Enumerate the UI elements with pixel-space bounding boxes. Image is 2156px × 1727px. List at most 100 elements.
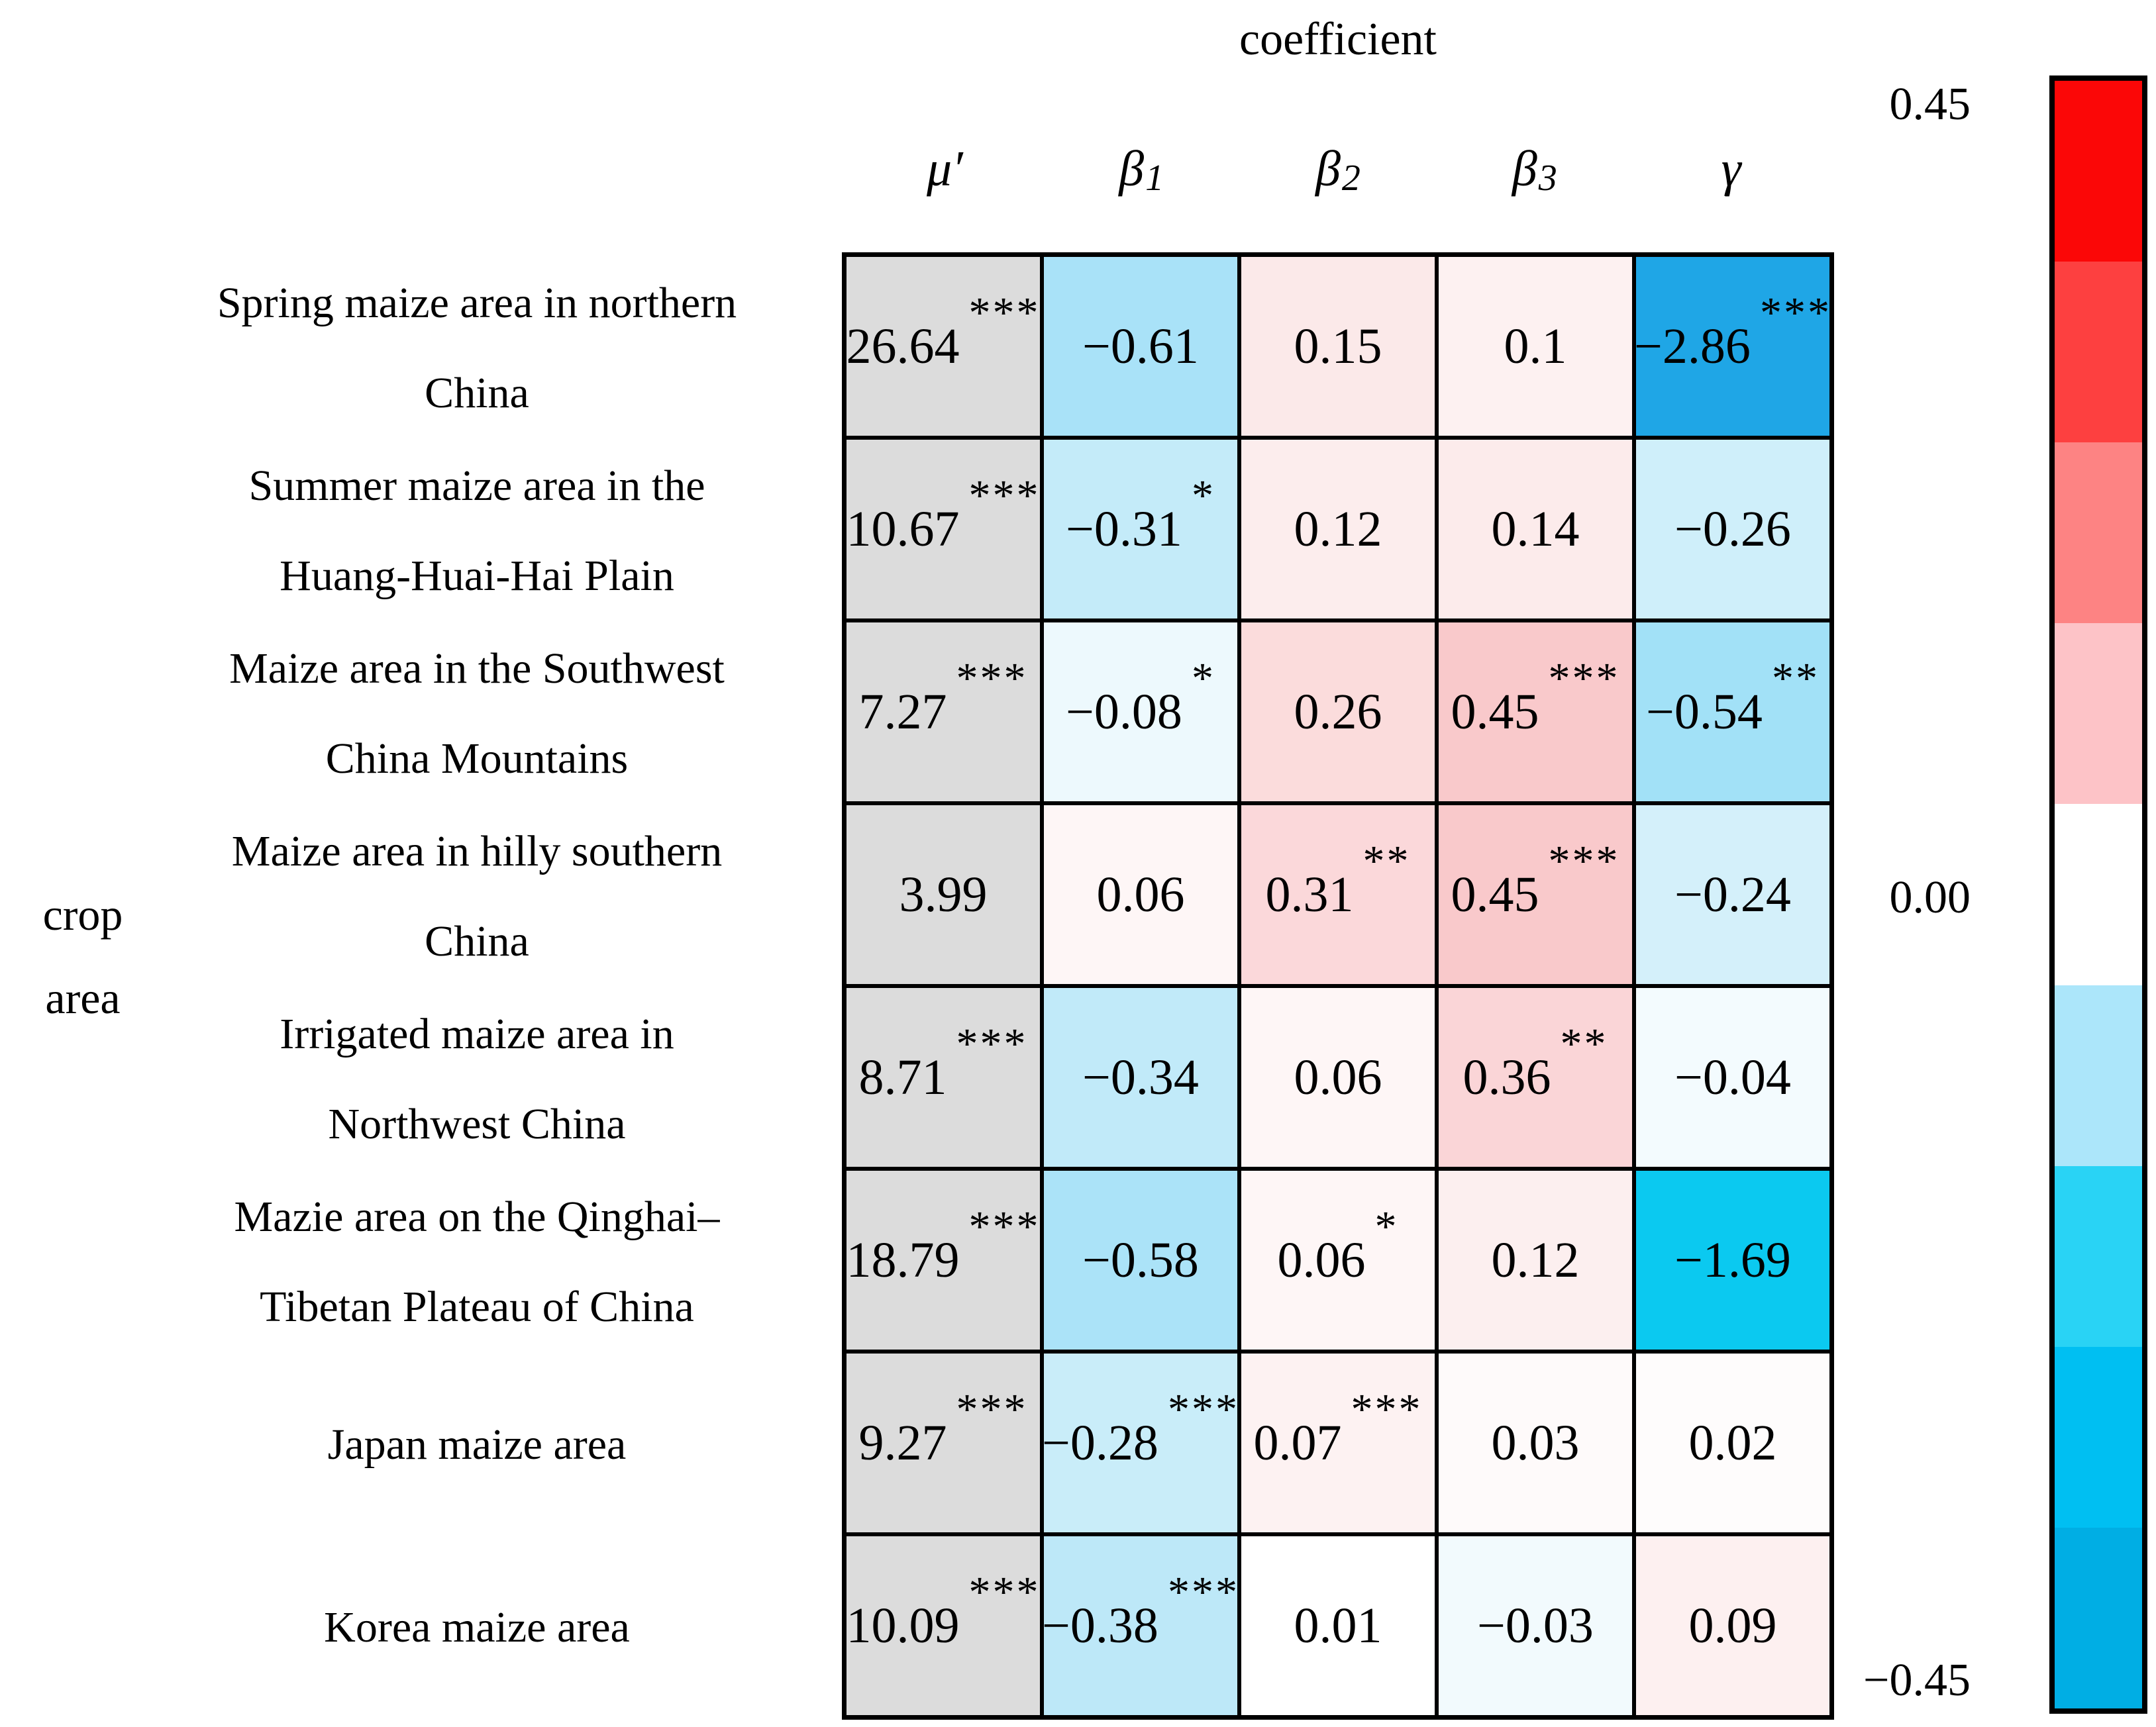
significance-stars: ***	[956, 1020, 1028, 1068]
heatmap-cell-r5-c5: −0.04	[1636, 988, 1829, 1167]
significance-stars: *	[1374, 1203, 1399, 1251]
row-label-line: Mazie area on the Qinghai–	[234, 1193, 720, 1241]
heatmap-cell-r1-c5: −2.86 ***	[1636, 257, 1829, 436]
row-label-line: Tibetan Plateau of China	[260, 1283, 694, 1331]
column-headers: μ′ β 1 β 2 β 3 γ	[842, 126, 1834, 212]
cell-value: 0.31	[1265, 866, 1354, 922]
cell-value: 0.02	[1688, 1414, 1777, 1471]
cell-value: 0.14	[1491, 501, 1580, 557]
row-label-line: China	[425, 369, 529, 417]
heatmap-cell-r8-c2: −0.38 ***	[1044, 1536, 1237, 1715]
cell-value: −2.86	[1636, 318, 1751, 374]
heatmap-cell-r1-c2: −0.61	[1044, 257, 1237, 436]
heatmap-cell-r4-c3: 0.31 **	[1241, 805, 1435, 984]
significance-stars: ***	[1351, 1385, 1423, 1434]
crop-area-axis-title-line1: crop	[42, 889, 123, 940]
row-label-line: Irrigated maize area in	[280, 1010, 674, 1058]
cell-value: −0.61	[1082, 318, 1199, 374]
significance-stars: ***	[1167, 1385, 1237, 1434]
heatmap-cell-r3-c2: −0.08 *	[1044, 622, 1237, 801]
cell-value: 0.12	[1491, 1232, 1580, 1288]
crop-area-axis-title-line2: area	[45, 973, 121, 1023]
cell-value: 10.67	[847, 501, 960, 557]
heatmap-cell-r1-c4: 0.1	[1439, 257, 1632, 436]
column-header-5: γ	[1633, 126, 1829, 212]
row-label-line: Maize area in hilly southern	[231, 827, 723, 875]
cell-value: −0.31	[1066, 501, 1182, 557]
heatmap-cell-r3-c4: 0.45 ***	[1439, 622, 1632, 801]
cell-value: −0.24	[1674, 866, 1791, 922]
heatmap-cell-r7-c1: 9.27 ***	[847, 1354, 1040, 1532]
colorbar-tick-min: −0.45	[1863, 1655, 1971, 1706]
row-label-line: Summer maize area in the	[248, 462, 705, 510]
heatmap-cell-r2-c5: −0.26	[1636, 440, 1829, 618]
column-header-symbol: μ′	[927, 140, 963, 197]
heatmap-cell-r7-c3: 0.07 ***	[1241, 1354, 1435, 1532]
cell-value: 0.06	[1277, 1232, 1366, 1288]
heatmap-cell-r6-c2: −0.58	[1044, 1171, 1237, 1350]
row-labels: Spring maize area in northern China Summer…	[132, 257, 821, 1719]
column-header-subscript: 3	[1538, 158, 1557, 199]
significance-stars: ***	[968, 471, 1040, 520]
colorbar-band-6	[2055, 985, 2142, 1166]
heatmap-cell-r8-c5: 0.09	[1636, 1536, 1829, 1715]
cell-value: −0.26	[1674, 501, 1791, 557]
cell-value: 8.71	[858, 1049, 947, 1105]
cell-value: −0.58	[1082, 1232, 1199, 1288]
row-label-line: Korea maize area	[324, 1603, 630, 1652]
heatmap-cell-r7-c5: 0.02	[1636, 1354, 1829, 1532]
colorbar-band-2	[2055, 262, 2142, 443]
significance-stars: ***	[956, 654, 1028, 703]
cell-value: 0.15	[1294, 318, 1382, 374]
significance-stars: ***	[956, 1385, 1028, 1434]
significance-stars: ***	[1167, 1568, 1237, 1616]
cell-value: 0.36	[1463, 1049, 1551, 1105]
row-label-2: Summer maize area in the Huang-Huai-Hai P…	[132, 440, 821, 622]
heatmap-cell-r8-c4: −0.03	[1439, 1536, 1632, 1715]
cell-value: 0.09	[1688, 1597, 1777, 1653]
colorbar-tick-zero: 0.00	[1889, 872, 1971, 923]
significance-stars: *	[1191, 654, 1215, 703]
heatmap-cell-r4-c5: −0.24	[1636, 805, 1829, 984]
heatmap-cell-r5-c3: 0.06	[1241, 988, 1435, 1167]
cell-value: 18.79	[847, 1232, 960, 1288]
cell-value: −1.69	[1674, 1232, 1791, 1288]
heatmap-cell-r3-c5: −0.54 **	[1636, 622, 1829, 801]
row-label-line: Spring maize area in northern	[217, 279, 737, 327]
significance-stars: ***	[1548, 837, 1620, 885]
heatmap-cell-r4-c1: 3.99	[847, 805, 1040, 984]
heatmap-cell-r4-c4: 0.45 ***	[1439, 805, 1632, 984]
cell-value: 26.64	[847, 318, 960, 374]
row-label-line: China Mountains	[325, 734, 629, 783]
significance-stars: **	[1771, 654, 1820, 703]
significance-stars: ***	[1548, 654, 1620, 703]
colorbar-band-3	[2055, 442, 2142, 624]
colorbar-band-9	[2055, 1527, 2142, 1708]
row-label-6: Mazie area on the Qinghai– Tibetan Platea…	[132, 1171, 821, 1354]
heatmap-cell-r2-c1: 10.67 ***	[847, 440, 1040, 618]
cell-value: 9.27	[858, 1414, 947, 1471]
significance-stars: **	[1560, 1020, 1608, 1068]
colorbar-band-1	[2055, 81, 2142, 262]
heatmap-cell-r1-c1: 26.64 ***	[847, 257, 1040, 436]
cell-value: −0.54	[1646, 683, 1763, 740]
row-label-4: Maize area in hilly southern China	[132, 805, 821, 988]
column-header-subscript: 1	[1145, 158, 1164, 199]
crop-area-axis-title: crop area	[13, 873, 152, 1040]
cell-value: 3.99	[899, 866, 988, 922]
row-label-line: Huang-Huai-Hai Plain	[280, 552, 674, 600]
heatmap-cell-r8-c1: 10.09 ***	[847, 1536, 1040, 1715]
cell-value: 0.12	[1294, 501, 1382, 557]
colorbar-band-7	[2055, 1165, 2142, 1347]
significance-stars: ***	[968, 1203, 1040, 1251]
heatmap-cell-r1-c3: 0.15	[1241, 257, 1435, 436]
heatmap-cell-r7-c2: −0.28 ***	[1044, 1354, 1237, 1532]
row-label-5: Irrigated maize area in Northwest China	[132, 988, 821, 1171]
colorbar	[2049, 75, 2147, 1714]
heatmap-cell-r3-c1: 7.27 ***	[847, 622, 1040, 801]
cell-value: −0.08	[1066, 683, 1182, 740]
column-header-symbol: β	[1512, 140, 1537, 197]
significance-stars: **	[1362, 837, 1411, 885]
